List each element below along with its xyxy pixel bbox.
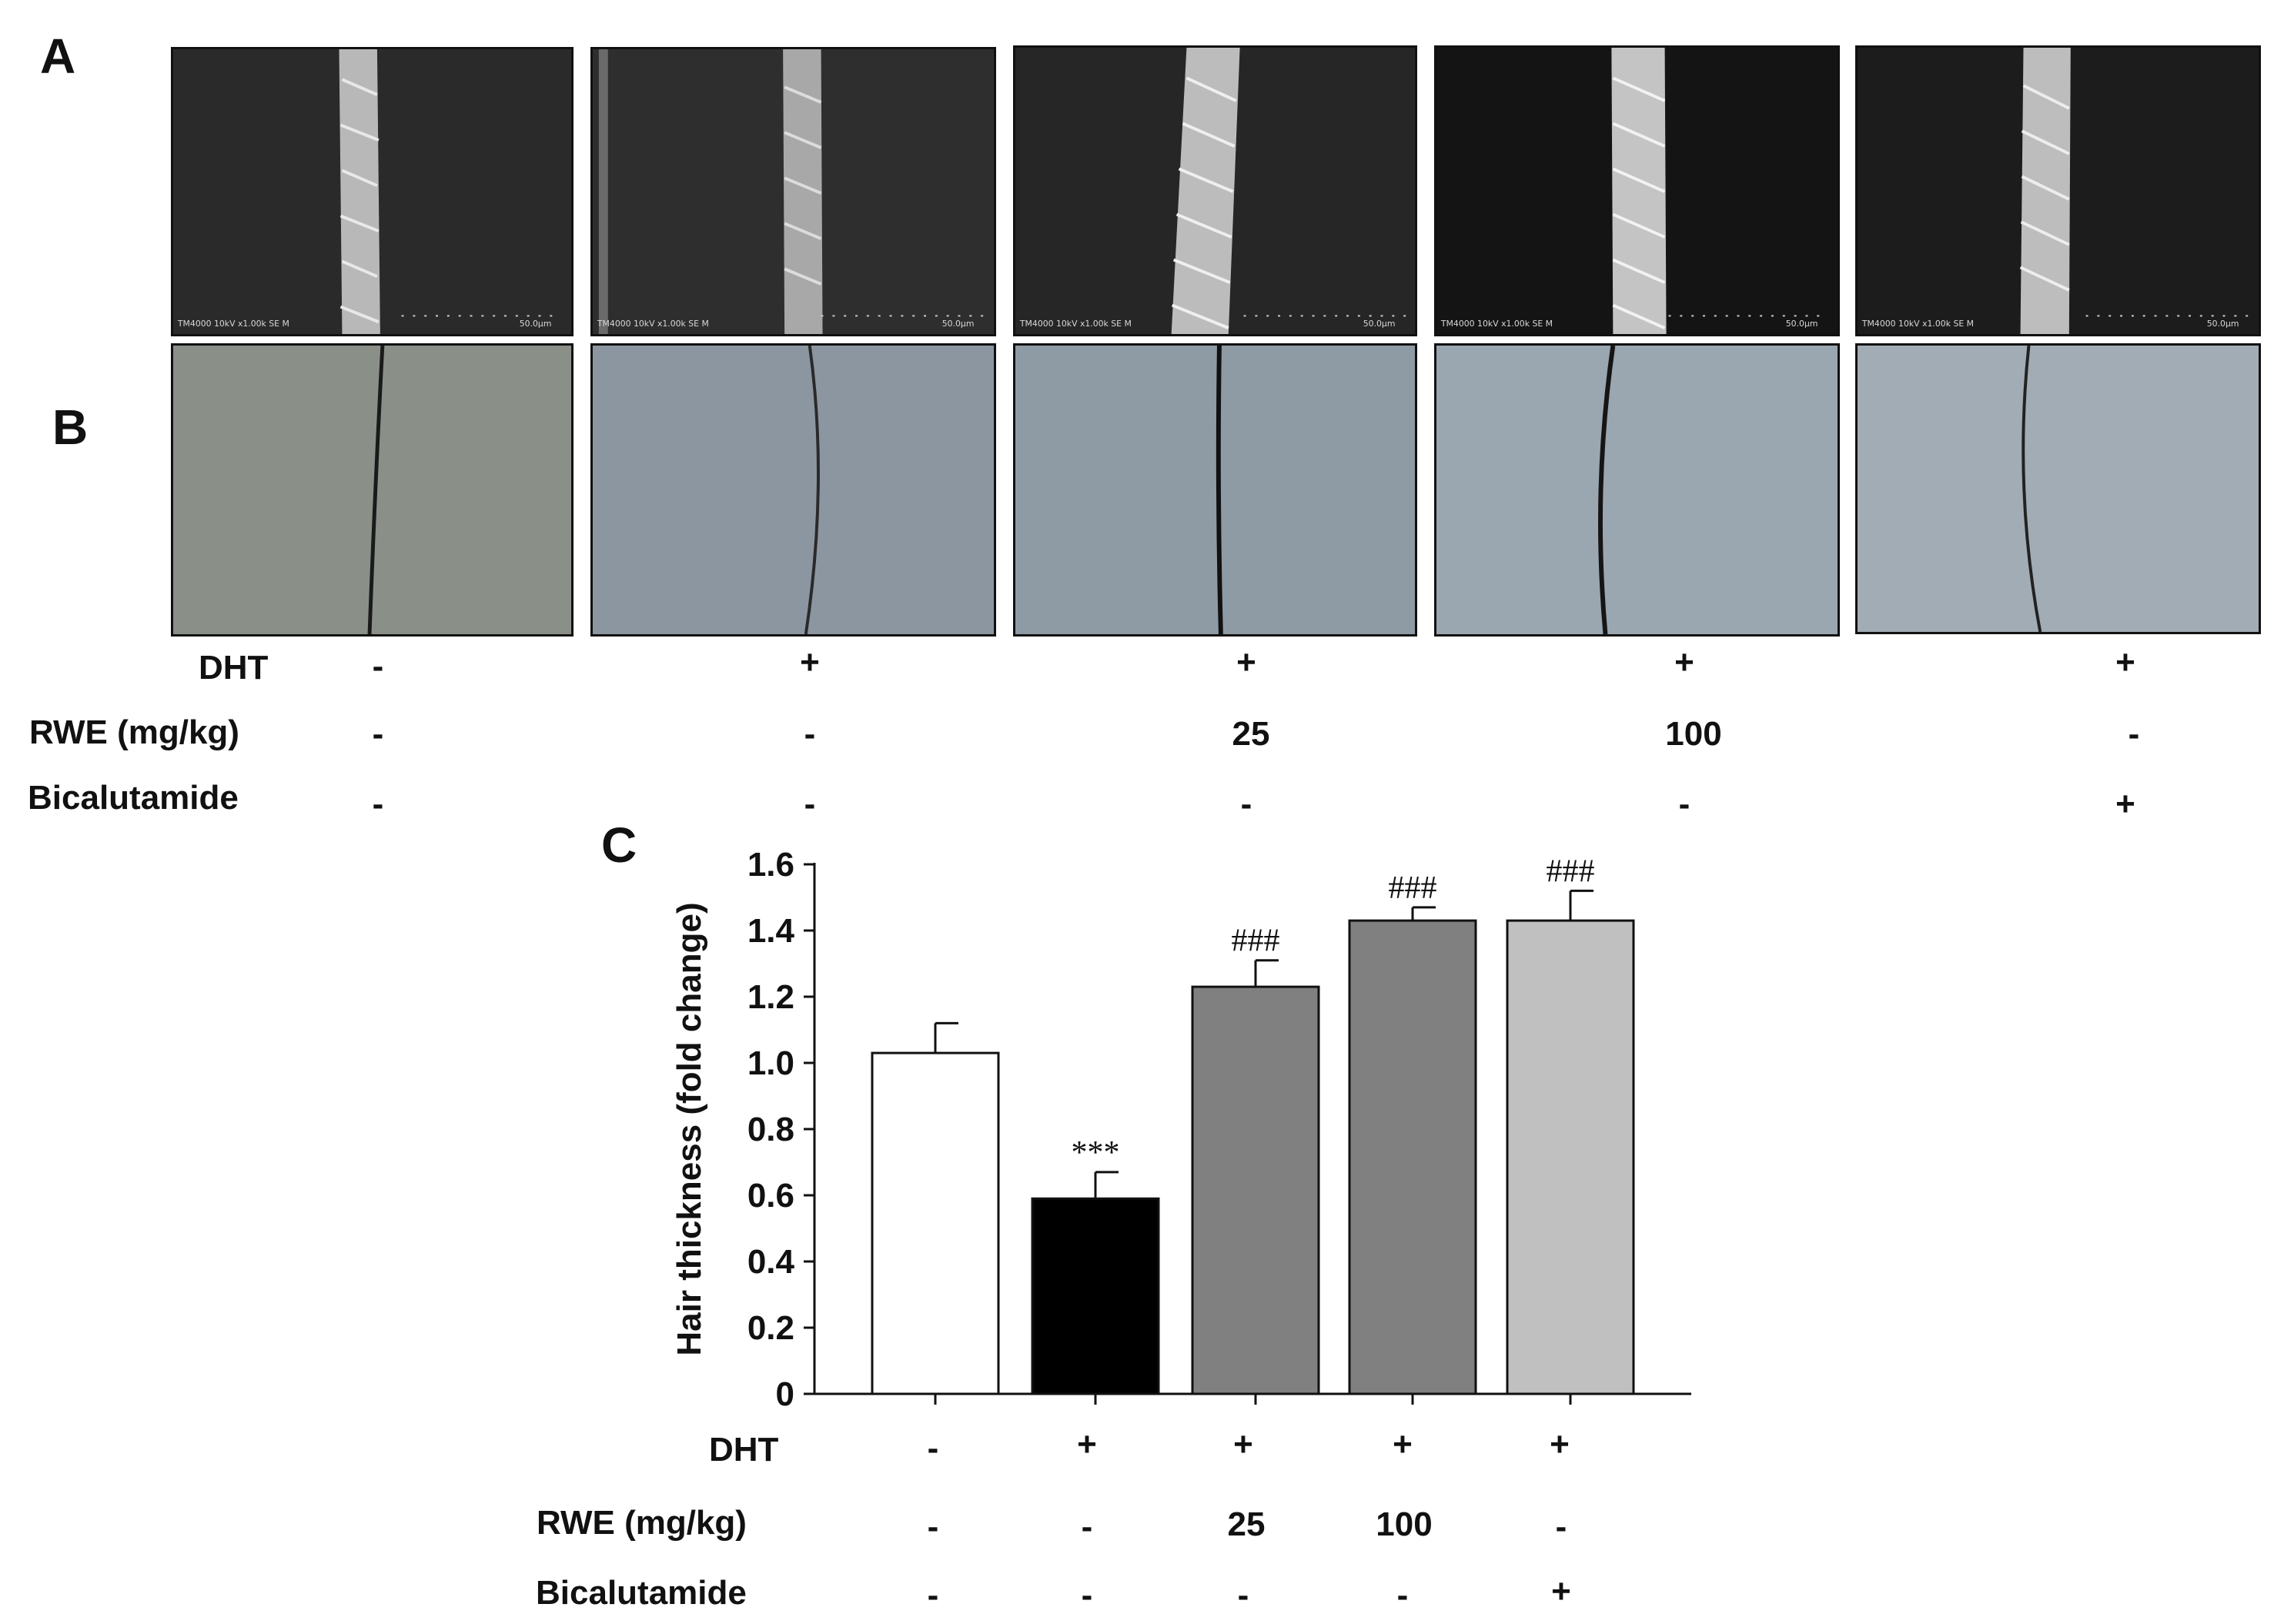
y-tick-label: 1.4 [747, 912, 795, 950]
sem-caption-left: TM4000 10kV x1.00k SE M [177, 319, 289, 329]
y-tick-label: 1.2 [747, 978, 794, 1016]
significance-label: ### [1547, 854, 1595, 889]
sem-image-2: TM4000 10kV x1.00k SE M 50.0µm [590, 47, 996, 336]
sem-caption-right: 50.0µm [942, 319, 975, 329]
table-cell: 100 [1665, 715, 1722, 753]
row-label-rwe: RWE (mg/kg) [29, 713, 239, 751]
table-cell: - [1081, 1576, 1093, 1614]
bar [1031, 1197, 1160, 1395]
bar [1348, 919, 1477, 1395]
row-label-dht: DHT [199, 649, 269, 687]
table-cell: - [927, 1576, 939, 1614]
table-cell: + [1236, 643, 1256, 681]
table-cell: + [1233, 1425, 1253, 1463]
table-cell: - [1081, 1508, 1093, 1545]
table-cell: - [372, 647, 384, 685]
sem-image-3: TM4000 10kV x1.00k SE M 50.0µm [1013, 45, 1417, 336]
significance-label: ### [1389, 870, 1437, 906]
table-cell: 25 [1232, 715, 1270, 753]
microscopy-image-3 [1013, 343, 1417, 637]
sem-caption-left: TM4000 10kV x1.00k SE M [1019, 319, 1132, 329]
table-cell: - [2128, 715, 2140, 753]
microscopy-image-5 [1855, 343, 2261, 634]
sem-caption-left: TM4000 10kV x1.00k SE M [1440, 319, 1553, 329]
table-cell: - [372, 785, 384, 823]
sem-caption-right: 50.0µm [2207, 319, 2239, 329]
bar [1506, 919, 1635, 1395]
y-tick-label: 1.6 [747, 846, 794, 884]
table-cell: + [1674, 643, 1694, 681]
sem-caption-right: 50.0µm [1363, 319, 1396, 329]
y-tick-label: 0.6 [747, 1177, 794, 1215]
table-cell: + [1077, 1425, 1097, 1463]
table-cell: - [372, 715, 384, 753]
table-cell: + [2115, 785, 2135, 823]
table-cell: + [1393, 1425, 1413, 1463]
table-cell: - [804, 785, 816, 823]
sem-caption-left: TM4000 10kV x1.00k SE M [1861, 319, 1974, 329]
significance-label: ### [1232, 924, 1280, 959]
table-cell: - [1237, 1576, 1249, 1614]
y-tick-label: 1.0 [747, 1044, 794, 1082]
microscopy-image-1 [171, 343, 574, 637]
y-tick-label: 0.4 [747, 1243, 795, 1281]
bar [871, 1051, 1000, 1395]
table-cell: - [1240, 785, 1252, 823]
table-cell: + [1551, 1572, 1571, 1610]
microscopy-image-2 [590, 343, 996, 637]
table-cell: + [1550, 1425, 1570, 1463]
panel-letter-b: B [52, 399, 89, 455]
y-tick-label: 0.8 [747, 1111, 794, 1148]
row-label-bicalutamide: Bicalutamide [536, 1574, 747, 1612]
table-cell: + [800, 643, 820, 681]
table-cell: - [927, 1508, 939, 1545]
row-label-rwe: RWE (mg/kg) [537, 1504, 747, 1542]
sem-image-4: TM4000 10kV x1.00k SE M 50.0µm [1434, 45, 1840, 336]
chart-bars: *** ### ### ### [871, 854, 1635, 1395]
table-cell: - [1396, 1576, 1409, 1614]
table-cell: 100 [1376, 1505, 1433, 1543]
table-cell: + [2115, 643, 2135, 681]
microscopy-image-4 [1434, 343, 1840, 637]
table-cell: - [1555, 1508, 1567, 1545]
row-label-dht: DHT [709, 1431, 779, 1469]
table-cell: - [804, 715, 816, 753]
row-label-bicalutamide: Bicalutamide [28, 779, 239, 817]
significance-label: *** [1072, 1135, 1120, 1171]
table-cell: - [1678, 785, 1690, 823]
sem-image-5: TM4000 10kV x1.00k SE M 50.0µm [1855, 45, 2261, 336]
y-tick-label: 0.2 [747, 1309, 794, 1347]
y-axis-label: Hair thickness (fold change) [670, 902, 708, 1355]
sem-caption-right: 50.0µm [520, 319, 552, 329]
table-cell: - [927, 1429, 939, 1467]
sem-caption-right: 50.0µm [1786, 319, 1818, 329]
y-tick-label: 0 [776, 1375, 794, 1413]
panel-letter-a: A [40, 28, 76, 84]
sem-caption-left: TM4000 10kV x1.00k SE M [597, 319, 709, 329]
panel-letter-c: C [601, 817, 637, 873]
bar [1191, 985, 1320, 1395]
sem-image-1: TM4000 10kV x1.00k SE M 50.0µm [171, 47, 574, 336]
table-cell: 25 [1227, 1505, 1266, 1543]
